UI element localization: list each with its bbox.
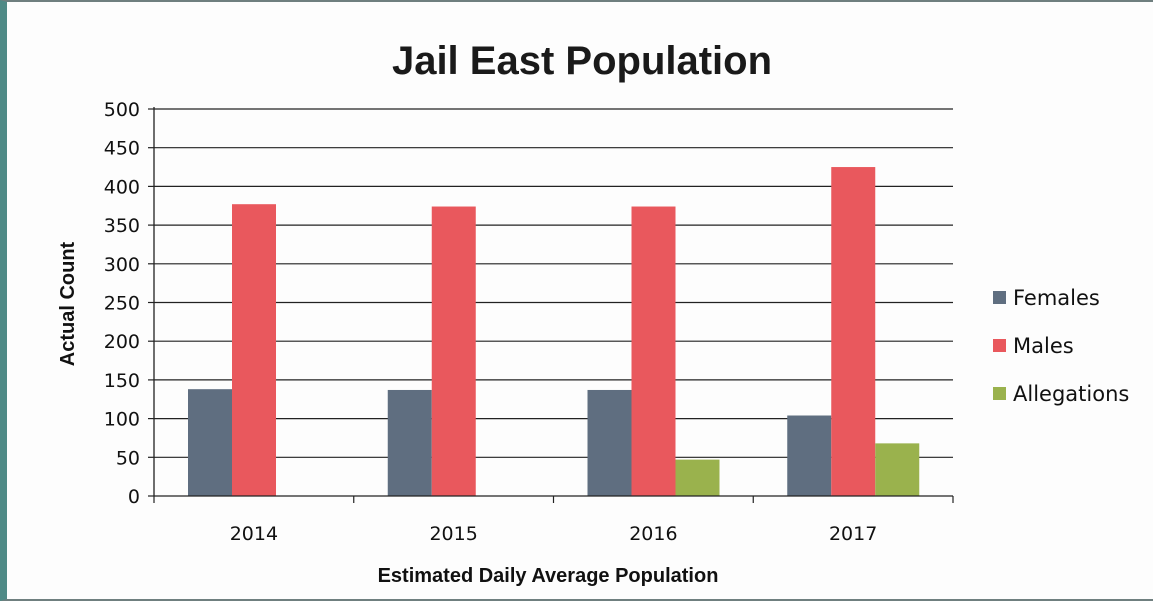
- legend-label-allegations: Allegations: [1013, 382, 1129, 406]
- y-tick-label: 100: [104, 409, 140, 431]
- x-tick-label: 2017: [829, 523, 877, 545]
- x-axis-title: Estimated Daily Average Population: [378, 565, 719, 587]
- legend-swatch-females: [993, 291, 1006, 304]
- x-tick-label: 2014: [230, 523, 278, 545]
- legend-swatch-allegations: [993, 387, 1006, 400]
- bar-females-2014: [188, 389, 232, 496]
- y-tick-label: 50: [116, 447, 140, 469]
- y-tick-labels: 0 50 100 150 200 250 300 350 400 450 500: [104, 99, 140, 508]
- bar-males-2015: [431, 206, 476, 497]
- chart-title: Jail East Population: [392, 39, 772, 83]
- y-tick-label: 500: [104, 99, 140, 121]
- y-tick-label: 450: [104, 138, 140, 160]
- bar-females-2017: [787, 415, 832, 496]
- x-tick-labels: 2014 2015 2016 2017: [230, 523, 878, 545]
- y-tick-label: 200: [104, 331, 140, 353]
- bar-males-2014: [232, 204, 276, 496]
- bar-females-2015: [387, 389, 432, 496]
- y-tick-label: 300: [104, 254, 140, 276]
- bar-chart: Jail East Population 0 50 100 150 200 250 300 3…: [57, 39, 1129, 587]
- bar-females-2016: [587, 389, 632, 496]
- y-tick-label: 250: [104, 293, 140, 315]
- bars: [188, 167, 920, 497]
- legend-label-males: Males: [1013, 334, 1074, 358]
- bar-allegations-2017: [875, 443, 920, 496]
- legend-swatch-males: [993, 339, 1006, 352]
- bar-allegations-2016: [675, 459, 720, 496]
- x-tick-label: 2015: [429, 523, 477, 545]
- y-tick-label: 150: [104, 370, 140, 392]
- bar-males-2016: [631, 206, 676, 497]
- bar-males-2017: [831, 167, 876, 497]
- legend-label-females: Females: [1013, 286, 1100, 310]
- gridlines: [154, 108, 953, 458]
- y-tick-label: 350: [104, 215, 140, 237]
- axes: [148, 107, 954, 503]
- legend: Females Males Allegations: [993, 286, 1129, 406]
- y-axis-title: Actual Count: [57, 241, 79, 366]
- x-tick-label: 2016: [629, 523, 677, 545]
- y-tick-label: 0: [128, 486, 140, 508]
- y-tick-label: 400: [104, 176, 140, 198]
